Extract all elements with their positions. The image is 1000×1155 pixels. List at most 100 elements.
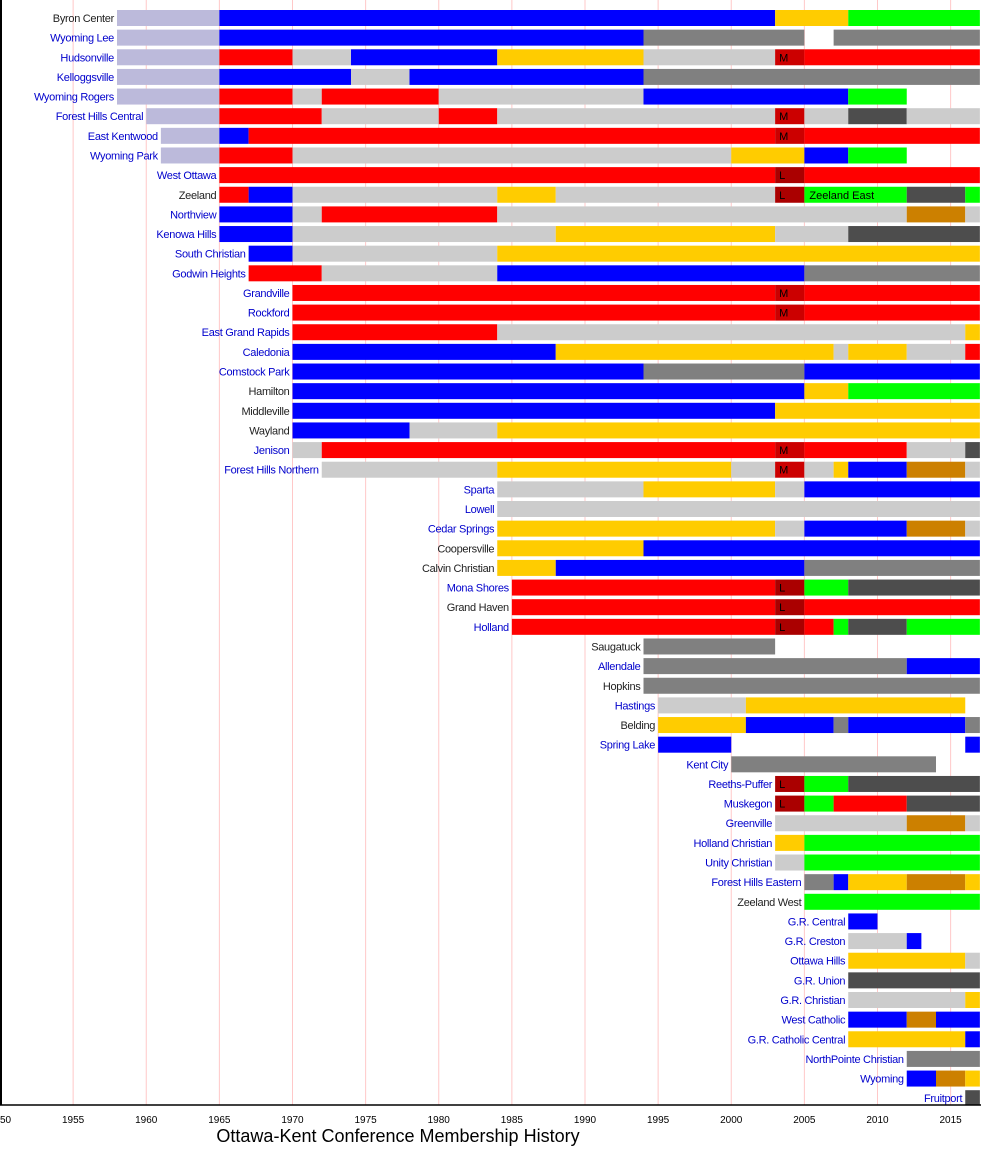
timeline-segment bbox=[804, 147, 849, 164]
school-label[interactable]: Fruitport bbox=[924, 1093, 963, 1105]
school-label[interactable]: Allendale bbox=[598, 661, 641, 673]
school-label[interactable]: Wyoming Rogers bbox=[34, 92, 115, 104]
school-label[interactable]: Forest Hills Eastern bbox=[711, 877, 801, 889]
school-label[interactable]: Cedar Springs bbox=[428, 524, 496, 536]
segment-label: L bbox=[779, 602, 785, 614]
school-label[interactable]: G.R. Creston bbox=[785, 936, 846, 948]
timeline-segment bbox=[965, 186, 980, 203]
school-label[interactable]: Muskegon bbox=[724, 799, 773, 811]
timeline-segment bbox=[292, 422, 410, 439]
school-label[interactable]: Reeths-Puffer bbox=[708, 779, 773, 791]
school-label[interactable]: G.R. Union bbox=[794, 975, 846, 987]
x-tick-label: 1995 bbox=[647, 1115, 670, 1126]
x-tick-label: 1980 bbox=[428, 1115, 451, 1126]
timeline-segment bbox=[906, 1070, 936, 1087]
timeline-segment bbox=[292, 245, 498, 262]
timeline-segment bbox=[848, 874, 907, 891]
school-label[interactable]: NorthPointe Christian bbox=[806, 1054, 905, 1066]
school-label[interactable]: Hudsonville bbox=[60, 52, 114, 64]
timeline-segment bbox=[775, 127, 805, 144]
x-tick-label: 1955 bbox=[62, 1115, 85, 1126]
timeline-segment bbox=[804, 893, 980, 910]
school-label: Hopkins bbox=[603, 681, 641, 693]
timeline-segment bbox=[775, 167, 805, 184]
school-label[interactable]: West Catholic bbox=[781, 1015, 846, 1027]
school-label[interactable]: Forest Hills Northern bbox=[224, 465, 319, 477]
timeline-segment bbox=[833, 874, 849, 891]
timeline-segment bbox=[775, 108, 805, 125]
timeline-segment bbox=[775, 481, 805, 498]
school-label[interactable]: Comstock Park bbox=[219, 367, 291, 379]
school-label[interactable]: Holland bbox=[474, 622, 510, 634]
timeline-segment bbox=[497, 245, 980, 262]
timeline-segment bbox=[643, 68, 980, 85]
timeline-segment bbox=[497, 559, 556, 576]
school-label[interactable]: Mona Shores bbox=[447, 583, 510, 595]
timeline-segment bbox=[292, 363, 644, 380]
school-label[interactable]: Forest Hills Central bbox=[56, 111, 144, 123]
timeline-segment bbox=[848, 461, 907, 478]
school-label[interactable]: Kenowa Hills bbox=[156, 229, 217, 241]
segment-label: M bbox=[779, 445, 788, 457]
school-label[interactable]: G.R. Catholic Central bbox=[748, 1034, 846, 1046]
timeline-segment bbox=[775, 854, 805, 871]
timeline-segment bbox=[775, 304, 805, 321]
timeline-segment bbox=[906, 874, 966, 891]
school-label[interactable]: Wyoming bbox=[860, 1074, 904, 1086]
timeline-segment bbox=[906, 108, 980, 125]
x-tick-label: 1975 bbox=[355, 1115, 378, 1126]
timeline-segment bbox=[804, 795, 834, 812]
school-label[interactable]: East Kentwood bbox=[88, 131, 159, 143]
school-label: Hamilton bbox=[248, 386, 289, 398]
school-label[interactable]: Wyoming Park bbox=[90, 150, 159, 162]
school-label[interactable]: Sparta bbox=[464, 484, 496, 496]
timeline-segment bbox=[906, 343, 966, 360]
segment-label: L bbox=[779, 799, 785, 811]
school-label[interactable]: Kelloggsville bbox=[57, 72, 115, 84]
school-label: Saugatuck bbox=[591, 641, 641, 653]
school-label[interactable]: Holland Christian bbox=[693, 838, 772, 850]
timeline-segment bbox=[409, 422, 498, 439]
school-label[interactable]: East Grand Rapids bbox=[202, 327, 291, 339]
timeline-segment bbox=[965, 343, 980, 360]
x-tick-label: 1990 bbox=[574, 1115, 597, 1126]
timeline-segment bbox=[804, 186, 907, 203]
school-label[interactable]: G.R. Christian bbox=[780, 995, 845, 1007]
segment-label: M bbox=[779, 111, 788, 123]
timeline-segment bbox=[848, 383, 980, 400]
school-label[interactable]: Ottawa Hills bbox=[790, 956, 846, 968]
timeline-segment bbox=[775, 795, 805, 812]
school-label[interactable]: Spring Lake bbox=[600, 740, 656, 752]
timeline-segment bbox=[292, 186, 498, 203]
school-label[interactable]: Grandville bbox=[243, 288, 290, 300]
timeline-segment bbox=[906, 186, 966, 203]
timeline-segment bbox=[848, 88, 907, 105]
school-label: Byron Center bbox=[53, 13, 115, 25]
school-label[interactable]: Rockford bbox=[248, 308, 290, 320]
timeline-segment bbox=[848, 913, 878, 930]
school-label[interactable]: Hastings bbox=[615, 700, 656, 712]
school-label[interactable]: Jenison bbox=[254, 445, 290, 457]
timeline-segment bbox=[906, 933, 922, 950]
school-label[interactable]: Northview bbox=[170, 209, 217, 221]
school-label[interactable]: Unity Christian bbox=[705, 858, 773, 870]
school-label[interactable]: G.R. Central bbox=[788, 916, 846, 928]
timeline-segment bbox=[775, 226, 849, 243]
timeline-segment bbox=[321, 442, 776, 459]
timeline-segment bbox=[775, 599, 805, 616]
timeline-segment bbox=[775, 815, 907, 832]
timeline-segment bbox=[555, 226, 776, 243]
school-label[interactable]: Greenville bbox=[726, 818, 773, 830]
school-label[interactable]: Caledonia bbox=[243, 347, 291, 359]
school-label[interactable]: Lowell bbox=[465, 504, 495, 516]
school-label[interactable]: Kent City bbox=[686, 759, 729, 771]
timeline-segment bbox=[497, 265, 805, 282]
school-label[interactable]: West Ottawa bbox=[157, 170, 218, 182]
x-tick-label: 1985 bbox=[501, 1115, 524, 1126]
timeline-segment bbox=[848, 618, 907, 635]
timeline-segment bbox=[321, 265, 498, 282]
school-label[interactable]: Godwin Heights bbox=[172, 268, 247, 280]
timeline-segment bbox=[775, 442, 805, 459]
school-label[interactable]: Wyoming Lee bbox=[50, 33, 114, 45]
school-label[interactable]: South Christian bbox=[175, 249, 246, 261]
